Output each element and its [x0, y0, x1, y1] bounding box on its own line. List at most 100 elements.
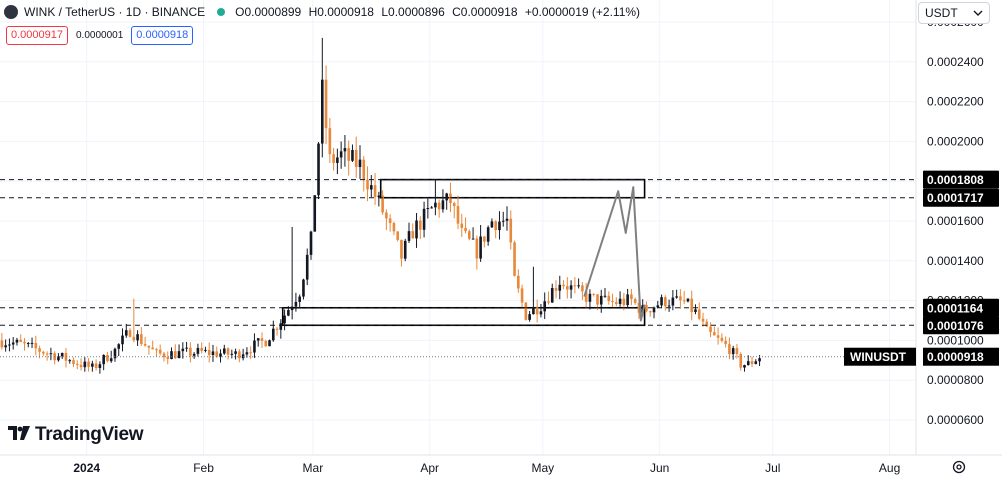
- candle-body: [705, 321, 709, 327]
- close-label: C: [452, 5, 461, 19]
- candle-body: [290, 306, 294, 311]
- candle-body: [535, 307, 539, 315]
- candle-body: [181, 348, 185, 352]
- candle-body: [479, 236, 482, 259]
- candle-body: [501, 220, 505, 222]
- candle-body: [98, 364, 102, 369]
- candle-body: [505, 218, 509, 221]
- candle-body: [128, 330, 132, 337]
- candle-body: [403, 240, 407, 259]
- buy-button[interactable]: 0.0000918: [131, 26, 194, 45]
- candle-body: [347, 148, 350, 161]
- settings-gear-icon[interactable]: [951, 459, 967, 475]
- candle-body: [8, 344, 11, 346]
- candle-body: [294, 301, 298, 307]
- last-price-tag: [923, 347, 999, 366]
- candle-body: [584, 291, 588, 302]
- candle-body: [196, 347, 200, 354]
- candle-body: [724, 340, 727, 345]
- candle-body: [106, 355, 109, 362]
- time-tick-label: Jun: [650, 461, 669, 475]
- candle-body: [0, 340, 4, 348]
- candle-body: [750, 361, 754, 364]
- candle-body: [45, 353, 49, 355]
- currency-selector[interactable]: USDT: [918, 2, 990, 24]
- candle-body: [215, 351, 219, 357]
- candle-body: [682, 300, 686, 302]
- candle-body: [264, 340, 268, 347]
- candle-body: [158, 349, 162, 354]
- candle-body: [581, 285, 584, 292]
- candle-body: [532, 307, 535, 315]
- spread-value: 0.0000001: [76, 30, 124, 41]
- candles: [0, 37, 761, 374]
- candle-body: [671, 297, 675, 306]
- candle-body: [268, 340, 271, 347]
- candle-body: [539, 311, 543, 315]
- candle-body: [694, 309, 697, 313]
- candle-body: [415, 220, 418, 239]
- candle-body: [645, 305, 648, 312]
- price-tick-label: 0.0001600: [927, 214, 984, 228]
- candle-body: [509, 218, 513, 243]
- candle-body: [445, 193, 448, 201]
- candle-body: [396, 231, 399, 240]
- open-label: O: [235, 5, 245, 19]
- candle-body: [279, 323, 283, 330]
- candle-body: [381, 195, 384, 213]
- candle-body: [743, 365, 746, 368]
- candle-body: [426, 208, 430, 210]
- candle-body: [283, 315, 286, 324]
- price-tick-label: 0.0002400: [927, 55, 984, 69]
- candle-body: [720, 337, 724, 341]
- candle-body: [615, 302, 618, 304]
- candle-body: [200, 347, 203, 351]
- candle-body: [528, 314, 531, 320]
- symbol-title[interactable]: WINK / TetherUS · 1D · BINANCE: [24, 5, 206, 19]
- market-status-icon[interactable]: [217, 8, 226, 16]
- candle-body: [57, 356, 60, 361]
- candle-body: [630, 294, 633, 300]
- last-price-tag-text: 0.0000918: [927, 350, 984, 364]
- time-tick-label: 2024: [73, 461, 100, 475]
- candle-body: [524, 302, 528, 320]
- low-label: L: [381, 5, 389, 19]
- zone-box: [379, 178, 646, 199]
- candle-body: [656, 305, 660, 308]
- candle-body: [573, 285, 577, 287]
- candle-body: [155, 349, 158, 351]
- candle-body: [592, 293, 596, 295]
- candle-body: [739, 353, 743, 368]
- candle-body: [320, 79, 324, 144]
- candle-body: [38, 348, 41, 352]
- low-value: 0.0000896: [388, 5, 445, 19]
- candle-body: [23, 341, 26, 344]
- candle-body: [366, 179, 369, 190]
- time-axis[interactable]: 2024 Feb Mar Apr May Jun Jul Aug: [73, 461, 900, 475]
- price-tick-label: 0.0001400: [927, 254, 984, 268]
- candle-body: [26, 343, 30, 345]
- candle-body: [754, 361, 758, 364]
- price-tick-label: 0.0001000: [927, 333, 984, 347]
- candle-body: [686, 298, 690, 302]
- candle-body: [483, 236, 486, 242]
- sell-button[interactable]: 0.0000917: [6, 26, 68, 45]
- candle-body: [430, 207, 433, 209]
- candle-body: [419, 220, 422, 230]
- candle-body: [392, 223, 396, 232]
- candle-body: [185, 347, 188, 349]
- candle-body: [758, 358, 761, 362]
- tradingview-logo[interactable]: TradingView: [8, 424, 144, 446]
- price-level-tag: [923, 298, 999, 317]
- candle-body: [449, 193, 452, 204]
- candle-body: [271, 328, 275, 341]
- candle-body: [30, 342, 34, 344]
- candle-body: [324, 79, 328, 129]
- candle-body: [596, 294, 599, 305]
- candle-body: [464, 227, 467, 232]
- candle-body: [256, 338, 260, 341]
- ohlc-values: O0.0000899 H0.0000918 L0.0000896 C0.0000…: [235, 5, 640, 19]
- candle-body: [664, 297, 667, 307]
- candle-body: [15, 339, 19, 343]
